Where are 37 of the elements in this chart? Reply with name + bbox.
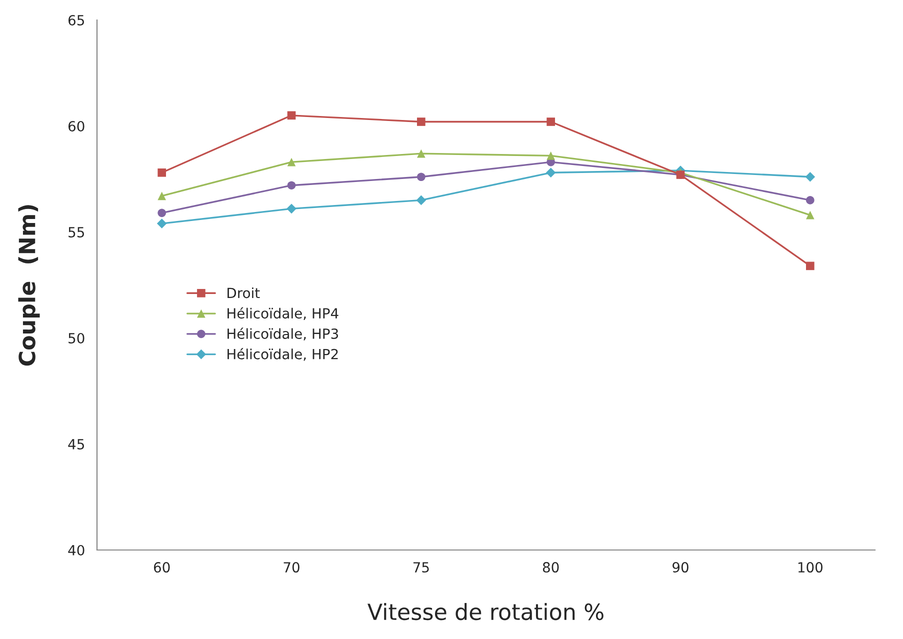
legend-label: Hélicoïdale, HP4 bbox=[228, 307, 338, 320]
y-tick-label: 65 bbox=[68, 14, 84, 26]
point bbox=[158, 168, 166, 177]
x-tick-label: 60 bbox=[154, 562, 170, 573]
point bbox=[417, 172, 426, 182]
y-tick-label: 45 bbox=[68, 439, 84, 450]
point bbox=[417, 149, 426, 158]
point bbox=[546, 118, 555, 126]
x-tick-label: 75 bbox=[413, 562, 429, 573]
point bbox=[417, 118, 426, 126]
legend-label: Droit bbox=[228, 287, 260, 298]
point bbox=[805, 172, 816, 182]
point bbox=[806, 196, 814, 204]
point bbox=[156, 218, 167, 228]
x-axis-title: Vitesse de rotation % bbox=[368, 603, 604, 620]
y-tick-label: 60 bbox=[68, 120, 84, 132]
point bbox=[287, 158, 296, 166]
x-tick-label: 80 bbox=[542, 562, 559, 573]
legend-label: Hélicoïdale, HP3 bbox=[228, 328, 338, 340]
point bbox=[287, 181, 296, 190]
y-axis-title: Couple (Nm) bbox=[18, 205, 40, 366]
y-tick-label: 40 bbox=[68, 544, 84, 556]
point bbox=[806, 262, 814, 270]
point bbox=[546, 152, 555, 160]
point bbox=[416, 195, 426, 206]
point bbox=[158, 192, 166, 200]
point bbox=[286, 204, 296, 214]
point bbox=[546, 168, 556, 178]
y-tick-label: 50 bbox=[68, 332, 84, 344]
y-tick-label: 55 bbox=[68, 227, 84, 238]
point bbox=[806, 210, 814, 220]
x-tick-label: 100 bbox=[798, 562, 822, 573]
x-tick-label: 90 bbox=[672, 562, 688, 573]
point bbox=[158, 208, 166, 218]
point bbox=[287, 111, 296, 120]
legend-label: Hélicoïdale, HP2 bbox=[228, 348, 338, 361]
x-tick-label: 70 bbox=[284, 562, 300, 573]
